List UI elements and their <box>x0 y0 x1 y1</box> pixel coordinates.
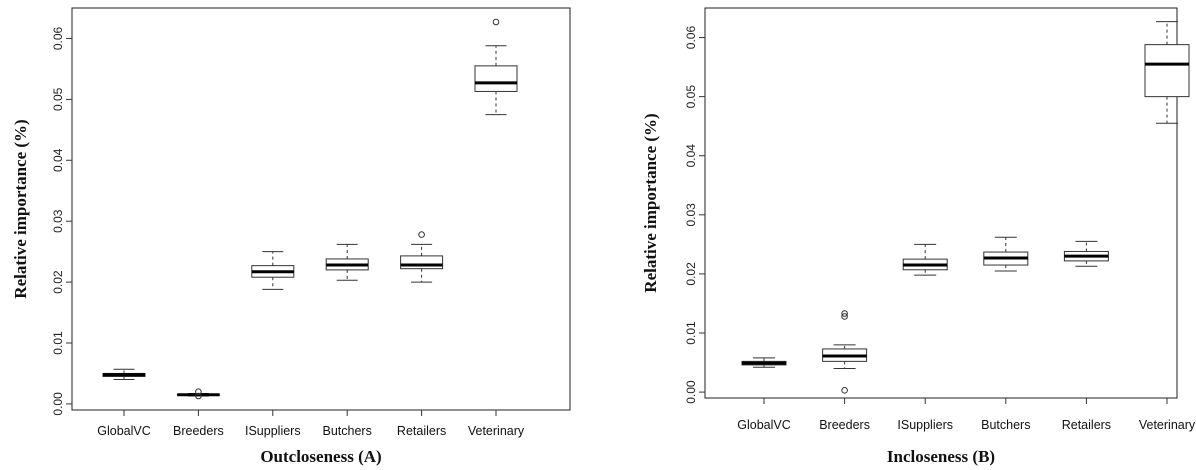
x-axis-title: Outcloseness (A) <box>260 447 381 466</box>
y-tick-label: 0.06 <box>51 26 65 50</box>
outlier-point <box>195 392 202 400</box>
box-iqr <box>400 255 444 270</box>
y-tick-label: 0.00 <box>51 392 65 416</box>
outlier-point <box>841 310 848 317</box>
y-tick-label: 0.04 <box>51 148 65 172</box>
outlier-point <box>418 231 425 238</box>
plot-frame <box>704 7 1178 399</box>
y-tick-label: 0.02 <box>684 262 698 286</box>
chart-panel-outcloseness: 0.00 0.01 0.02 0.03 0.04 0.05 0.06 Relative imp… <box>11 7 571 466</box>
x-tick-label: ISuppliers <box>245 424 301 438</box>
y-axis-title: Relative importance (%) <box>11 119 30 298</box>
y-tick-label: 0.01 <box>684 321 698 345</box>
y-tick-label: 0.04 <box>684 144 698 168</box>
y-tick-label: 0.01 <box>51 331 65 355</box>
outlier-point <box>841 387 848 394</box>
y-tick-label: 0.06 <box>684 26 698 50</box>
box-iqr <box>474 65 518 92</box>
y-axis-title: Relative importance (%) <box>641 113 660 292</box>
chart-panel-incloseness: 0.00 0.01 0.02 0.03 0.04 0.05 0.06 Relative imp… <box>641 7 1196 466</box>
x-tick-label: Breeders <box>819 418 870 432</box>
plot-frame <box>71 7 571 411</box>
box-iqr <box>1144 44 1190 98</box>
y-tick-label: 0.05 <box>684 85 698 109</box>
y-tick-label: 0.03 <box>684 203 698 227</box>
x-tick-label: Butchers <box>323 424 372 438</box>
x-tick-label: Retailers <box>1062 418 1111 432</box>
y-tick-label: 0.03 <box>51 209 65 233</box>
y-tick-label: 0.02 <box>51 270 65 294</box>
outlier-point <box>492 18 500 26</box>
outlier-point <box>195 388 202 396</box>
x-tick-label: Butchers <box>981 418 1030 432</box>
y-tick-label: 0.00 <box>684 380 698 404</box>
x-tick-label: GlobalVC <box>737 418 791 432</box>
x-axis-title: Incloseness (B) <box>887 447 995 466</box>
x-tick-label: Veterinary <box>1139 418 1196 432</box>
x-tick-label: ISuppliers <box>897 418 953 432</box>
x-tick-label: GlobalVC <box>97 424 151 438</box>
x-tick-label: Veterinary <box>468 424 525 438</box>
outlier-point <box>841 313 848 320</box>
y-tick-label: 0.05 <box>51 87 65 111</box>
x-tick-label: Breeders <box>173 424 224 438</box>
x-tick-label: Retailers <box>397 424 446 438</box>
